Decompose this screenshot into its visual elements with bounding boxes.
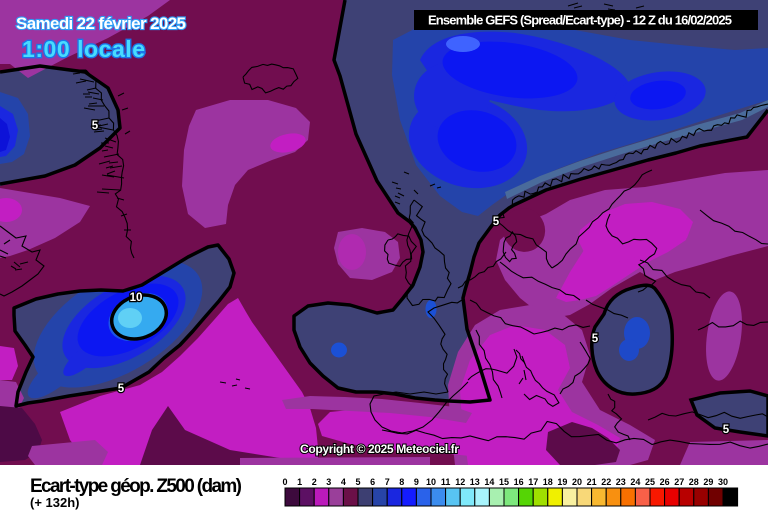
svg-text:3: 3 xyxy=(326,477,331,487)
svg-text:13: 13 xyxy=(470,477,480,487)
svg-text:30: 30 xyxy=(718,477,728,487)
svg-text:0: 0 xyxy=(282,477,287,487)
svg-text:25: 25 xyxy=(645,477,655,487)
svg-text:20: 20 xyxy=(572,477,582,487)
svg-text:29: 29 xyxy=(703,477,713,487)
svg-text:16: 16 xyxy=(514,477,524,487)
svg-text:5: 5 xyxy=(118,383,125,395)
svg-text:1:00 locale: 1:00 locale xyxy=(22,36,145,62)
svg-text:10: 10 xyxy=(130,292,143,304)
svg-text:27: 27 xyxy=(674,477,684,487)
svg-text:1: 1 xyxy=(297,477,302,487)
svg-text:10: 10 xyxy=(426,477,436,487)
svg-text:Copyright © 2025 Meteociel.fr: Copyright © 2025 Meteociel.fr xyxy=(300,442,459,456)
svg-text:23: 23 xyxy=(616,477,626,487)
svg-text:12: 12 xyxy=(455,477,465,487)
svg-text:5: 5 xyxy=(355,477,360,487)
svg-text:5: 5 xyxy=(493,216,500,228)
svg-text:(+ 132h): (+ 132h) xyxy=(30,495,80,510)
svg-text:4: 4 xyxy=(341,477,346,487)
svg-text:7: 7 xyxy=(385,477,390,487)
svg-text:14: 14 xyxy=(484,477,494,487)
svg-text:9: 9 xyxy=(414,477,419,487)
svg-text:8: 8 xyxy=(399,477,404,487)
svg-text:2: 2 xyxy=(312,477,317,487)
svg-text:18: 18 xyxy=(543,477,553,487)
svg-text:11: 11 xyxy=(441,477,451,487)
svg-text:5: 5 xyxy=(723,424,730,436)
svg-text:Samedi 22 février 2025: Samedi 22 février 2025 xyxy=(16,14,186,33)
svg-text:15: 15 xyxy=(499,477,509,487)
svg-text:Ensemble GEFS (Spread/Ecart-t: Ensemble GEFS (Spread/Ecart-type) - 12 Z… xyxy=(428,13,732,28)
svg-text:6: 6 xyxy=(370,477,375,487)
svg-text:5: 5 xyxy=(92,120,99,132)
svg-text:22: 22 xyxy=(601,477,611,487)
svg-text:17: 17 xyxy=(528,477,538,487)
svg-text:21: 21 xyxy=(587,477,597,487)
svg-text:28: 28 xyxy=(689,477,699,487)
svg-text:26: 26 xyxy=(660,477,670,487)
svg-text:24: 24 xyxy=(630,477,640,487)
svg-text:5: 5 xyxy=(592,333,599,345)
svg-text:Ecart-type géop. Z500 (dam): Ecart-type géop. Z500 (dam) xyxy=(30,476,242,497)
svg-text:19: 19 xyxy=(557,477,567,487)
